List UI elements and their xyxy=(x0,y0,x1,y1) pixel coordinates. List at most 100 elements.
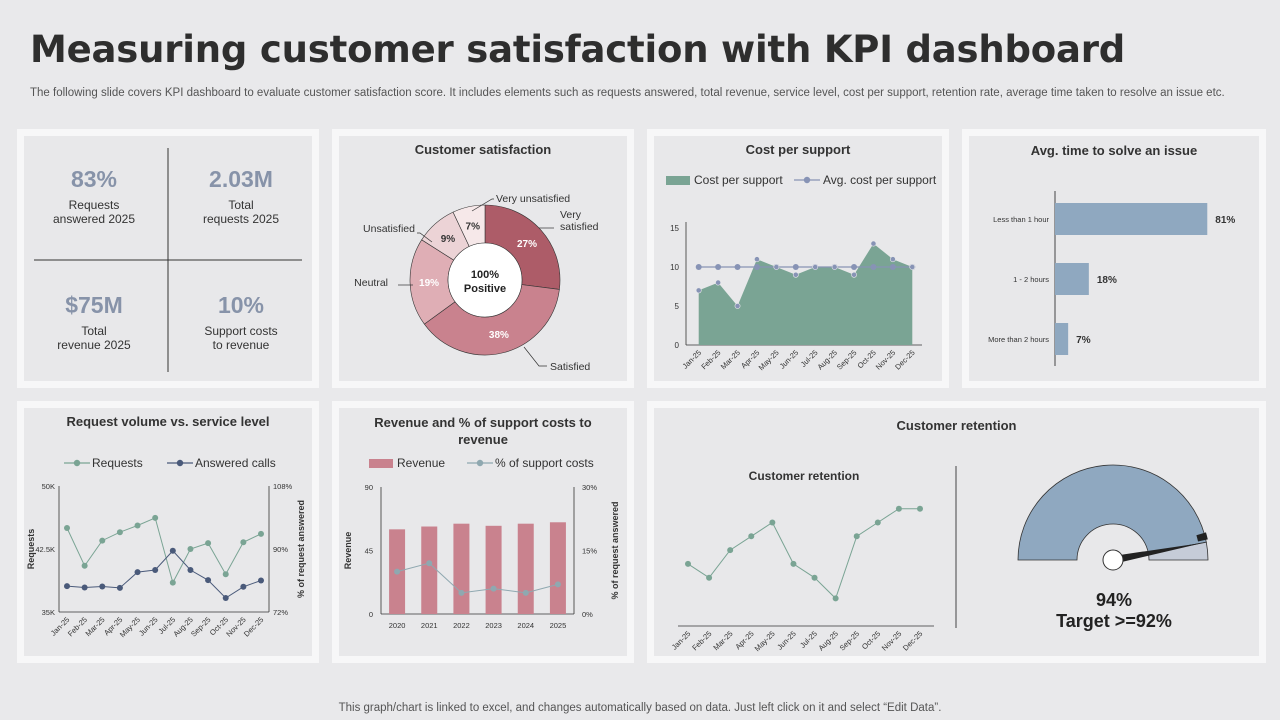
request-line-chart[interactable]: 35K 42.5K 50K 72% 90% 108% Requests % of reques… xyxy=(24,408,312,656)
cost-panel-body: Cost per support Cost per support Avg. c… xyxy=(654,136,942,381)
y2-tick-label: 30% xyxy=(582,483,597,492)
cost-area-chart[interactable]: 051015Jan-25Feb-25Mar-25Apr-25May-25Jun-… xyxy=(654,136,942,381)
retention-point xyxy=(832,595,839,602)
donut-category-label: satisfied xyxy=(560,221,599,233)
y-category-label: More than 2 hours xyxy=(988,335,1049,344)
kpi-value: 10% xyxy=(217,292,265,318)
x-tick-label: 2020 xyxy=(389,621,406,630)
x-tick-label: Dec-25 xyxy=(242,615,265,638)
retention-point xyxy=(727,547,734,554)
cost-point xyxy=(754,256,760,263)
answered-calls-point xyxy=(169,547,176,554)
legend-label: Requests xyxy=(92,456,143,470)
support-cost-point xyxy=(458,589,465,596)
bar-data-label: 7% xyxy=(1076,335,1091,346)
x-tick-label: Nov-25 xyxy=(874,348,897,371)
requests-point xyxy=(222,571,229,578)
time-bar xyxy=(1055,263,1089,295)
y2-tick-label: 90% xyxy=(273,545,288,554)
support-cost-point xyxy=(522,589,529,596)
retention-point xyxy=(917,505,923,512)
revenue-bar xyxy=(549,522,566,614)
legend-swatch xyxy=(794,176,820,184)
cost-point xyxy=(909,264,916,270)
chart-title: Customer retention xyxy=(896,418,1017,433)
gauge-target-marker xyxy=(1196,532,1208,542)
requests-point xyxy=(240,539,247,546)
gauge-target: Target >=92% xyxy=(1056,611,1172,631)
gauge-needle xyxy=(1112,542,1205,564)
retention-point xyxy=(811,574,818,581)
cost-point xyxy=(695,287,702,294)
chart-title: Cost per support xyxy=(745,142,851,157)
support-cost-point xyxy=(426,560,433,567)
x-tick-label: Jan-25 xyxy=(670,629,693,652)
x-tick-label: Nov-25 xyxy=(880,629,903,652)
x-tick-label: Feb-25 xyxy=(690,629,713,652)
cost-point xyxy=(831,264,838,270)
x-tick-label: Aug-25 xyxy=(816,348,839,371)
x-tick-label: May-25 xyxy=(753,629,777,653)
y-axis-title: Revenue xyxy=(343,532,353,570)
donut-category-label: Very unsatisfied xyxy=(496,193,570,205)
y-tick-label: 10 xyxy=(670,263,679,272)
x-tick-label: Aug-25 xyxy=(817,629,840,652)
answered-calls-point xyxy=(258,577,264,584)
kpi-label: Requests answered 2025 xyxy=(52,198,136,226)
kpi-label: Support costs to revenue xyxy=(204,324,278,352)
retention-point xyxy=(769,519,776,526)
requests-point xyxy=(169,579,176,586)
revenue-panel: Revenue and % of support costs to revenu… xyxy=(332,401,634,663)
x-tick-label: Sep-25 xyxy=(835,348,858,371)
donut-leader-line xyxy=(417,232,433,243)
cost-legend-avg: Avg. cost per support xyxy=(794,173,936,187)
kpi-total-requests: 2.03M Total requests 2025 xyxy=(171,166,311,226)
answered-calls-point xyxy=(81,584,88,591)
y2-axis-title: % of request answered xyxy=(296,500,306,598)
requests-point xyxy=(152,514,159,521)
time-panel: Avg. time to solve an issue Less than 1 … xyxy=(962,129,1266,388)
revenue-legend-revenue: Revenue xyxy=(369,456,445,470)
satisfaction-panel: Customer satisfaction 27% 38% 19% 9% 7% 100% P… xyxy=(332,129,634,388)
revenue-bar xyxy=(453,523,470,614)
request-legend-requests: Requests xyxy=(64,456,143,470)
avg-cost-point xyxy=(870,264,877,270)
donut-center-value: 100% xyxy=(471,269,499,281)
donut-category-label: Satisfied xyxy=(550,361,590,373)
y-axis-title: Requests xyxy=(26,529,36,570)
donut-category-label: Unsatisfied xyxy=(363,223,415,235)
revenue-bar-chart[interactable]: 0 45 90 0% 15% 30% Revenue % of request answere… xyxy=(339,408,627,656)
answered-calls-point xyxy=(240,583,247,590)
legend-swatch xyxy=(64,459,90,467)
legend-swatch xyxy=(467,459,493,467)
page-subtitle: The following slide covers KPI dashboard… xyxy=(30,87,1225,99)
retention-point xyxy=(748,533,755,540)
time-bar-chart[interactable]: Less than 1 hour 81% 1 - 2 hours 18% More th… xyxy=(969,136,1259,381)
x-tick-label: Jun-25 xyxy=(778,348,801,371)
cost-point xyxy=(870,240,877,247)
cost-point xyxy=(734,303,741,309)
retention-point xyxy=(685,560,691,567)
donut-leader-line xyxy=(523,346,547,367)
answered-calls-point xyxy=(187,567,194,573)
y-tick-label: 35K xyxy=(42,608,55,617)
gauge-needle-hub xyxy=(1102,549,1124,571)
y-tick-label: 5 xyxy=(675,302,680,311)
x-tick-label: 2022 xyxy=(453,621,470,630)
legend-label: Revenue xyxy=(397,456,446,470)
request-panel-body: Request volume vs. service level Request… xyxy=(24,408,312,656)
x-tick-label: Apr-25 xyxy=(733,629,755,651)
y-tick-label: 0 xyxy=(369,610,373,619)
retention-point xyxy=(853,533,860,540)
cost-panel: Cost per support Cost per support Avg. c… xyxy=(647,129,949,388)
kpi-total-revenue: $75M Total revenue 2025 xyxy=(24,292,164,352)
donut-data-label: 7% xyxy=(466,221,481,232)
gauge-value-arc xyxy=(1017,464,1207,561)
y-tick-label: 45 xyxy=(365,547,373,556)
cost-point xyxy=(773,264,780,270)
support-cost-point xyxy=(490,585,497,592)
answered-calls-point xyxy=(64,583,70,590)
requests-point xyxy=(64,525,70,531)
